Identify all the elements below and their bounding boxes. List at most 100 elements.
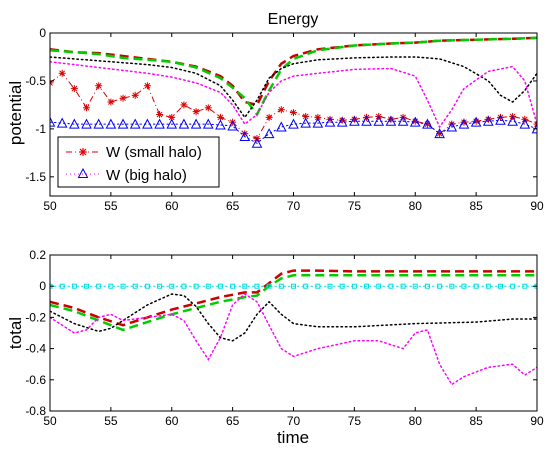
- data-point-triangle: [373, 115, 385, 126]
- data-point-square: [181, 283, 187, 289]
- y-tick-label: -1: [35, 122, 46, 136]
- series-line-0: [50, 269, 537, 327]
- data-point-asterisk: [131, 91, 139, 99]
- data-point-asterisk: [411, 117, 419, 125]
- data-point-asterisk: [472, 117, 480, 125]
- data-point-asterisk: [204, 104, 212, 112]
- x-tick-label: 90: [530, 199, 544, 213]
- data-point-square: [437, 283, 443, 289]
- data-point-triangle: [154, 118, 165, 129]
- bottom-plot-frame: [49, 254, 538, 412]
- data-point-asterisk: [180, 101, 188, 109]
- data-point-asterisk: [83, 104, 91, 112]
- x-tick-label: 55: [104, 199, 118, 213]
- data-point-triangle: [422, 118, 433, 129]
- data-point-asterisk: [107, 98, 115, 106]
- data-point-square: [510, 283, 516, 289]
- data-point-asterisk: [70, 85, 78, 93]
- data-point-triangle: [409, 116, 421, 127]
- legend-label-small-halo: W (small halo): [106, 144, 202, 161]
- legend: W (small halo) W (big halo): [57, 136, 220, 188]
- top-ticks: 50 55 60 65 70 75 80 85 90 0 -0.5 -1 -1.5: [25, 26, 544, 213]
- x-tick-label: 70: [287, 199, 301, 213]
- data-point-triangle: [397, 115, 409, 126]
- x-tick-label: 50: [43, 199, 57, 213]
- data-point-triangle: [251, 137, 263, 148]
- y-tick-label: -0.5: [25, 74, 46, 88]
- data-point-triangle: [470, 116, 482, 127]
- data-point-square: [169, 283, 175, 289]
- data-point-square: [291, 283, 296, 289]
- bottom-panel: 50 55 60 65 70 75 80 85 90 0.2 0 -0.2 -0.4 -0.6 -0.8 t…: [6, 248, 544, 447]
- data-point-triangle: [434, 128, 445, 139]
- bottom-y-axis-label: total: [6, 317, 25, 349]
- data-point-square: [339, 283, 345, 289]
- data-point-triangle: [239, 130, 251, 142]
- x-tick-label: 65: [226, 199, 240, 213]
- data-point-triangle: [263, 128, 275, 139]
- data-point-triangle: [300, 117, 312, 128]
- data-point-asterisk: [192, 108, 200, 116]
- y-tick-label: -0.6: [25, 373, 46, 387]
- data-point-triangle: [446, 121, 458, 132]
- data-point-square: [278, 283, 284, 289]
- data-point-square: [59, 283, 65, 289]
- data-point-triangle: [166, 118, 178, 129]
- x-tick-label: 90: [530, 414, 544, 428]
- series-line-3: [50, 61, 537, 129]
- data-point-square: [473, 283, 479, 289]
- x-tick-label: 50: [43, 414, 57, 428]
- top-series-group: [50, 36, 537, 148]
- data-point-square: [108, 283, 114, 289]
- x-tick-label: 70: [287, 414, 301, 428]
- x-tick-label: 85: [469, 199, 483, 213]
- data-point-square: [461, 283, 467, 289]
- data-point-triangle: [336, 116, 348, 127]
- series-line-1: [50, 274, 537, 332]
- data-point-square: [497, 283, 503, 289]
- data-point-triangle: [519, 118, 531, 129]
- y-tick-label: -1.5: [25, 170, 46, 184]
- data-point-square: [449, 283, 455, 289]
- data-point-square: [96, 283, 102, 289]
- data-point-triangle: [495, 114, 506, 125]
- data-point-square: [303, 283, 309, 289]
- data-point-triangle: [190, 118, 202, 129]
- data-point-asterisk: [290, 109, 297, 117]
- series-line-4: [50, 72, 537, 140]
- x-axis-label: time: [277, 428, 309, 447]
- data-point-square: [424, 283, 430, 289]
- series-line-2: [50, 56, 537, 119]
- data-point-square: [266, 283, 272, 289]
- data-point-square: [230, 283, 236, 289]
- data-point-triangle: [324, 116, 336, 127]
- x-tick-label: 60: [165, 414, 179, 428]
- series-line-3: [50, 293, 537, 386]
- data-point-triangle: [507, 115, 518, 126]
- data-point-square: [327, 283, 333, 289]
- data-point-triangle: [202, 118, 214, 129]
- y-tick-label: -0.2: [25, 310, 46, 324]
- data-point-square: [157, 283, 163, 289]
- data-point-triangle: [117, 118, 129, 129]
- data-point-square: [388, 283, 394, 289]
- data-point-triangle: [69, 118, 80, 129]
- series-line-0: [50, 36, 537, 107]
- data-point-asterisk: [119, 94, 127, 102]
- data-point-square: [400, 283, 406, 289]
- data-point-asterisk: [95, 82, 103, 90]
- data-point-square: [132, 283, 138, 289]
- data-point-triangle: [361, 115, 372, 126]
- data-point-triangle: [142, 118, 153, 129]
- data-point-asterisk: [314, 113, 322, 121]
- series-line-5: [50, 119, 537, 144]
- data-point-triangle: [227, 120, 238, 131]
- legend-label-big-halo: W (big halo): [106, 167, 187, 184]
- y-tick-label: -0.8: [25, 404, 46, 418]
- data-point-square: [376, 283, 382, 289]
- top-panel: 50 55 60 65 70 75 80 85 900-0.5-1-1.5 potential …: [6, 26, 544, 213]
- data-point-asterisk: [143, 82, 151, 90]
- data-point-asterisk: [156, 111, 164, 118]
- data-point-asterisk: [265, 113, 273, 121]
- data-point-triangle: [81, 118, 92, 129]
